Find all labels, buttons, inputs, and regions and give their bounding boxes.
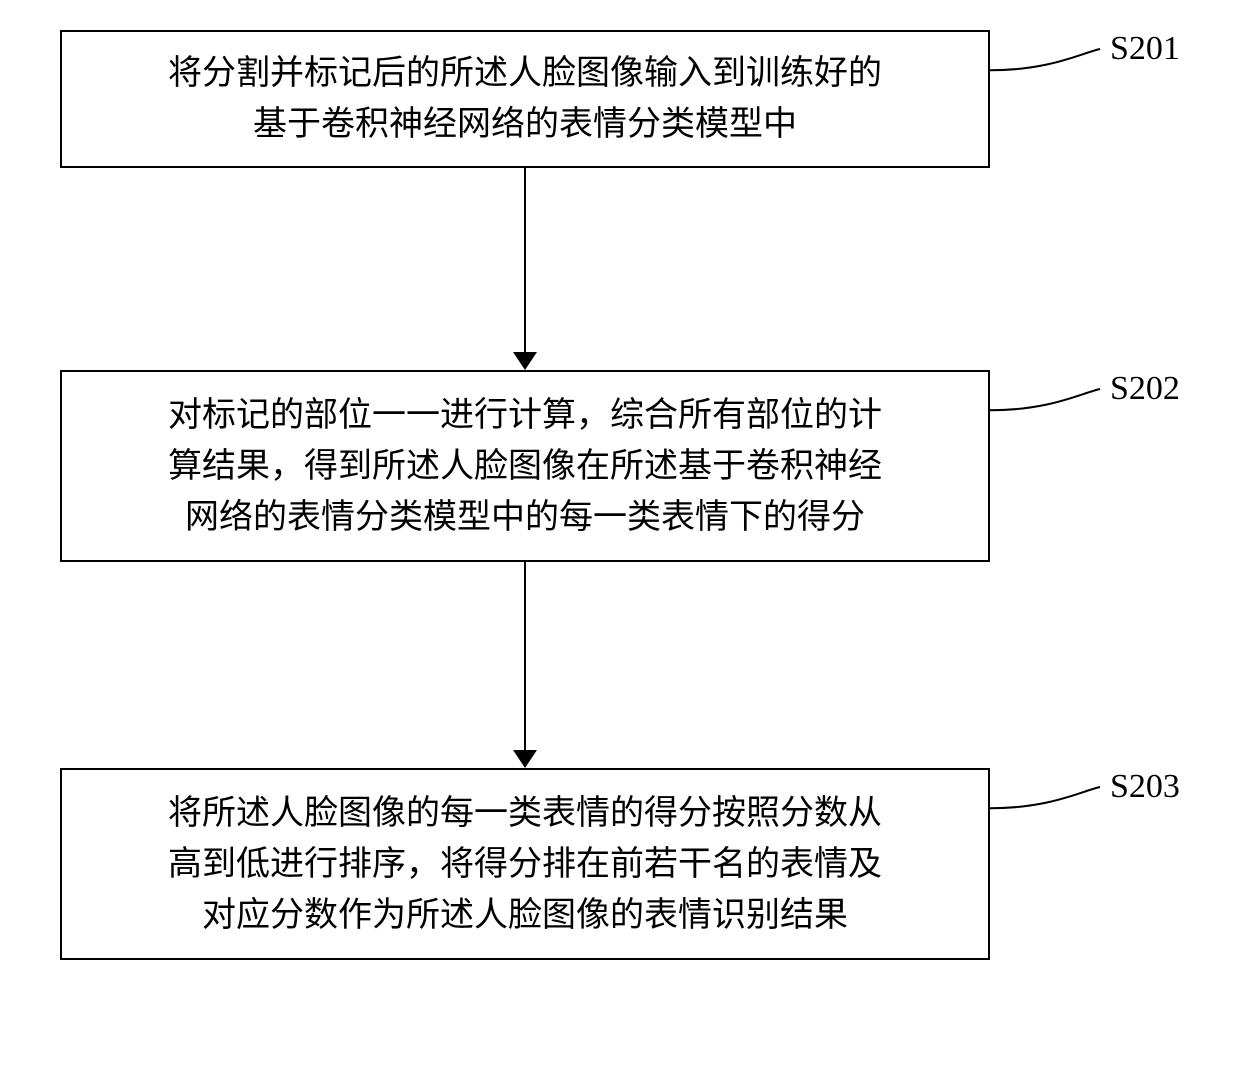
flow-step-label-s201: S201 [1110, 30, 1180, 68]
arrow-head-s201-s202 [513, 352, 537, 370]
arrow-head-s202-s203 [513, 750, 537, 768]
flowchart: 将分割并标记后的所述人脸图像输入到训练好的 基于卷积神经网络的表情分类模型中 S2… [0, 0, 1240, 1081]
label-connector-s201 [990, 45, 1104, 74]
arrow-s202-s203 [524, 562, 526, 750]
flow-step-text: 对标记的部位一一进行计算，综合所有部位的计 算结果，得到所述人脸图像在所述基于卷… [82, 390, 968, 543]
flow-step-label-s202: S202 [1110, 370, 1180, 408]
label-connector-s203 [990, 783, 1104, 812]
flow-step-text: 将分割并标记后的所述人脸图像输入到训练好的 基于卷积神经网络的表情分类模型中 [82, 48, 968, 150]
flow-step-s201: 将分割并标记后的所述人脸图像输入到训练好的 基于卷积神经网络的表情分类模型中 [60, 30, 990, 168]
flow-step-text: 将所述人脸图像的每一类表情的得分按照分数从 高到低进行排序，将得分排在前若干名的… [82, 788, 968, 941]
flow-step-s203: 将所述人脸图像的每一类表情的得分按照分数从 高到低进行排序，将得分排在前若干名的… [60, 768, 990, 960]
arrow-s201-s202 [524, 168, 526, 352]
flow-step-s202: 对标记的部位一一进行计算，综合所有部位的计 算结果，得到所述人脸图像在所述基于卷… [60, 370, 990, 562]
label-connector-s202 [990, 385, 1104, 414]
flow-step-label-s203: S203 [1110, 768, 1180, 806]
